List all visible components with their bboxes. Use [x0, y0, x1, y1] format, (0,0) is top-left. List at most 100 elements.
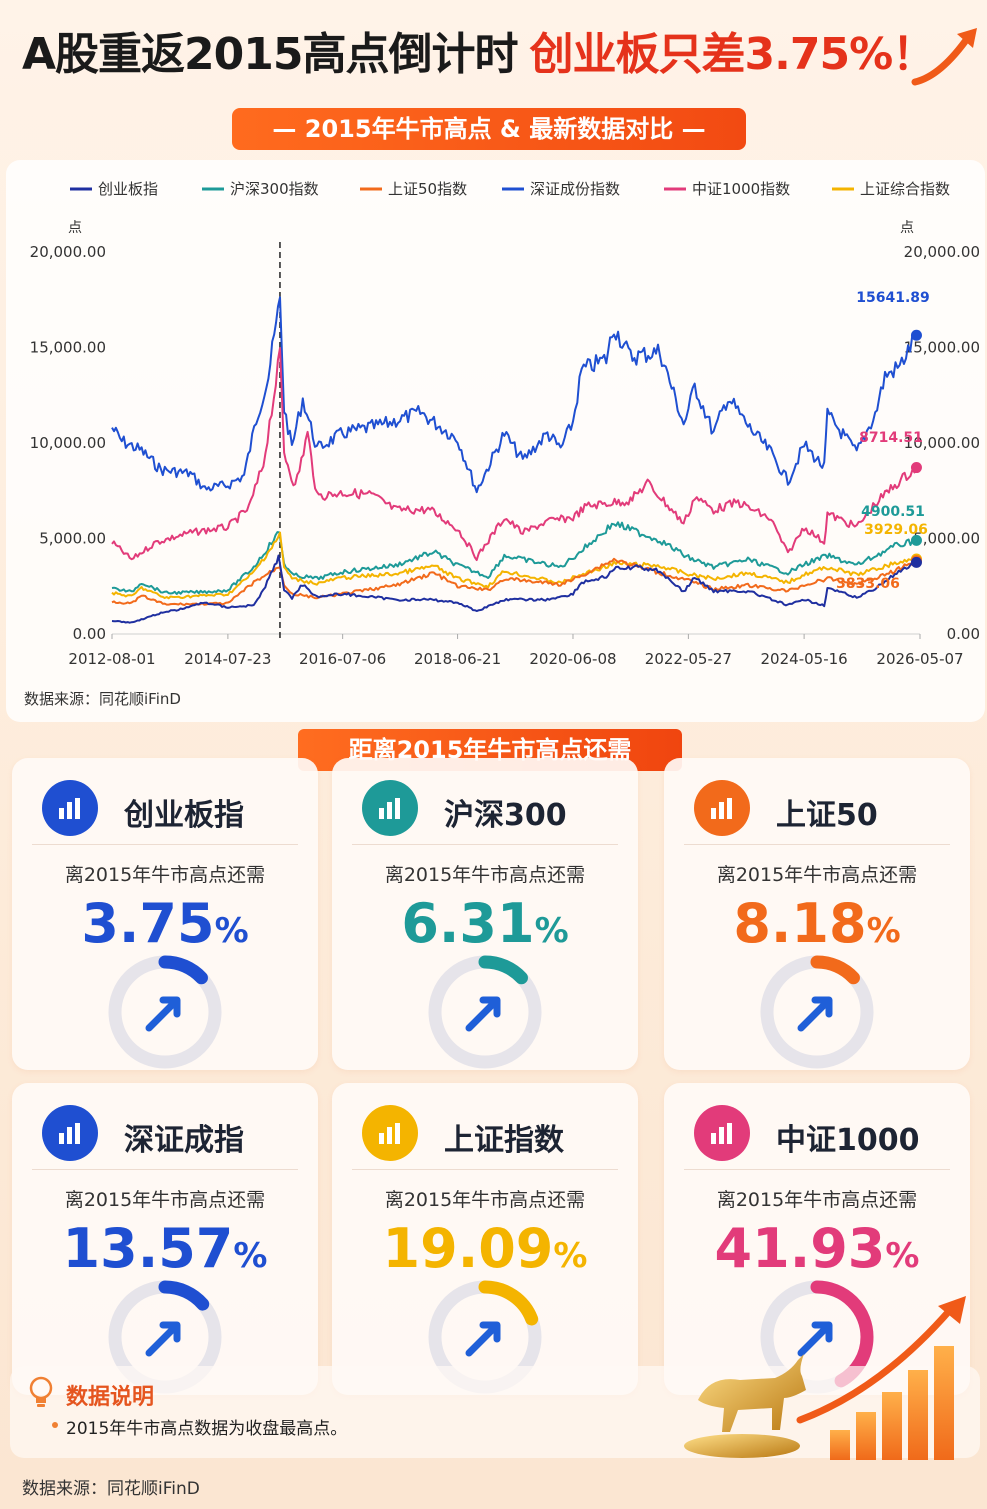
card-subtitle: 离2015年牛市高点还需 — [384, 1189, 586, 1211]
card-index-name: 深证成指 — [124, 1123, 244, 1158]
legend-label: 沪深300指数 — [230, 180, 319, 198]
y-tick-right: 0.00 — [947, 625, 980, 643]
ring-progress — [108, 955, 222, 1069]
chart-badge-icon — [362, 780, 418, 836]
x-tick-label: 2012-08-01 — [68, 650, 155, 668]
up-arrow-icon — [145, 1321, 181, 1357]
y-tick-right: 5,000.00 — [913, 530, 980, 548]
title-accent: 创业板只差3.75%！ — [529, 29, 937, 80]
up-arrow-icon — [797, 1321, 833, 1357]
card-header: 创业板指 — [32, 774, 298, 845]
card-index-name: 沪深300 — [444, 798, 567, 833]
x-tick-label: 2024-05-16 — [761, 650, 848, 668]
y-tick-left: 10,000.00 — [30, 434, 106, 452]
card-index-name: 上证50 — [776, 798, 878, 833]
chart-card: 创业板指 沪深300指数 上证50指数 深证成份指数 中证1000指数 上证综合指数点 点 0… — [6, 160, 985, 722]
card-unit: % — [534, 911, 569, 951]
x-tick-label: 2022-05-27 — [645, 650, 732, 668]
series-line — [111, 347, 918, 562]
comparison-banner: — 2015年牛市高点 & 最新数据对比 — — [232, 108, 746, 150]
series-line — [111, 296, 918, 494]
card-value: 6.31 — [401, 892, 535, 955]
card-header: 上证指数 — [352, 1099, 618, 1170]
card-subtitle: 离2015年牛市高点还需 — [64, 864, 266, 886]
gap-card: 深证成指离2015年牛市高点还需 13.57% — [12, 1083, 318, 1395]
card-header: 沪深300 — [352, 774, 618, 845]
card-percentage: 6.31% — [332, 892, 638, 955]
ring-progress — [428, 955, 542, 1069]
card-value: 13.57 — [62, 1217, 234, 1280]
x-tick-label: 2014-07-23 — [184, 650, 271, 668]
y-tick-left: 0.00 — [73, 625, 106, 643]
y-tick-right: 20,000.00 — [904, 243, 980, 261]
chart-badge-icon — [362, 1105, 418, 1161]
card-percentage: 19.09% — [332, 1217, 638, 1280]
gap-card: 创业板指离2015年牛市高点还需 3.75% — [12, 758, 318, 1070]
card-unit: % — [885, 1236, 920, 1276]
card-index-name: 创业板指 — [124, 798, 244, 833]
card-index-name: 中证1000 — [776, 1123, 920, 1158]
card-header: 中证1000 — [684, 1099, 950, 1170]
y-axis-label-left: 点 — [68, 220, 82, 236]
x-tick-label: 2026-05-07 — [876, 650, 963, 668]
card-header: 上证50 — [684, 774, 950, 845]
chart-badge-icon — [694, 1105, 750, 1161]
y-tick-left: 5,000.00 — [39, 530, 106, 548]
progress-ring — [760, 955, 874, 1069]
card-unit: % — [233, 1236, 268, 1276]
card-header: 深证成指 — [32, 1099, 298, 1170]
card-percentage: 41.93% — [664, 1217, 970, 1280]
progress-ring — [108, 955, 222, 1069]
x-tick-label: 2018-06-21 — [414, 650, 501, 668]
legend-label: 深证成份指数 — [530, 180, 620, 198]
chart-source: 数据来源：同花顺iFinD — [24, 690, 181, 708]
notes-text: 2015年牛市高点数据为收盘最高点。 — [66, 1419, 348, 1439]
y-tick-right: 10,000.00 — [904, 434, 980, 452]
card-percentage: 13.57% — [12, 1217, 318, 1280]
chart-badge-icon — [694, 780, 750, 836]
up-arrow-icon — [465, 1321, 501, 1357]
legend-label: 上证综合指数 — [860, 180, 950, 198]
y-tick-left: 15,000.00 — [30, 339, 106, 357]
card-unit: % — [214, 911, 249, 951]
series-end-label: 4900.51 — [861, 504, 925, 520]
ring-progress — [760, 955, 874, 1069]
series-end-label: 15641.89 — [856, 290, 930, 306]
rising-arrow-icon — [911, 28, 977, 86]
legend-label: 上证50指数 — [388, 180, 467, 198]
card-percentage: 8.18% — [664, 892, 970, 955]
y-axis-label-right: 点 — [900, 220, 914, 236]
footer-source: 数据来源：同花顺iFinD — [22, 1479, 200, 1499]
page-title: A股重返2015高点倒计时 创业板只差3.75%！ — [22, 18, 982, 88]
up-arrow-icon — [465, 996, 501, 1032]
chart-badge-icon — [42, 780, 98, 836]
card-value: 19.09 — [382, 1217, 554, 1280]
series-end-label: 3833.06 — [836, 576, 900, 592]
progress-ring — [428, 955, 542, 1069]
series-line — [111, 521, 918, 595]
x-tick-label: 2016-07-06 — [299, 650, 386, 668]
notes-title: 数据说明 — [66, 1385, 155, 1410]
title-main: A股重返2015高点倒计时 — [22, 29, 519, 80]
x-tick-label: 2020-06-08 — [529, 650, 616, 668]
card-subtitle: 离2015年牛市高点还需 — [64, 1189, 266, 1211]
card-value: 3.75 — [81, 892, 215, 955]
card-percentage: 3.75% — [12, 892, 318, 955]
series-end-point — [910, 329, 922, 341]
series-end-label: 8714.51 — [859, 430, 923, 446]
y-tick-right: 15,000.00 — [904, 339, 980, 357]
series-end-point — [910, 462, 922, 474]
series-end-label: 3929.06 — [864, 522, 928, 538]
gap-card: 上证指数离2015年牛市高点还需 19.09% — [332, 1083, 638, 1395]
card-subtitle: 离2015年牛市高点还需 — [716, 864, 918, 886]
up-arrow-icon — [797, 996, 833, 1032]
chart-badge-icon — [42, 1105, 98, 1161]
series-line — [111, 557, 917, 607]
card-subtitle: 离2015年牛市高点还需 — [384, 864, 586, 886]
lightbulb-icon — [29, 1376, 53, 1407]
y-tick-left: 20,000.00 — [30, 243, 106, 261]
bull-and-bars-illustration — [684, 1296, 966, 1460]
series-line — [111, 531, 918, 600]
card-value: 41.93 — [714, 1217, 886, 1280]
